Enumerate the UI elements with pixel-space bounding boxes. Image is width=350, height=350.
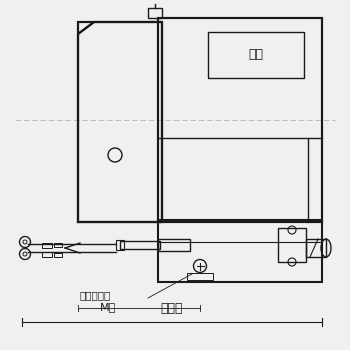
Bar — [158, 18, 322, 222]
Bar — [42, 243, 52, 248]
Bar — [187, 273, 213, 280]
Bar — [148, 8, 162, 18]
Text: M５: M５ — [100, 302, 116, 312]
Bar — [54, 243, 62, 247]
Text: 銘板: 銘板 — [248, 49, 264, 62]
Bar — [116, 240, 124, 250]
Bar — [158, 220, 322, 282]
Bar — [120, 241, 160, 249]
Bar — [78, 22, 162, 222]
Bar — [42, 252, 52, 257]
Bar — [158, 239, 190, 251]
Text: １３０: １３０ — [161, 302, 183, 315]
Bar — [306, 239, 326, 257]
Bar — [208, 32, 304, 78]
Bar — [54, 253, 62, 257]
Bar — [78, 22, 162, 222]
Bar — [278, 228, 306, 262]
Text: アースネジ: アースネジ — [80, 290, 111, 300]
Bar — [158, 18, 322, 222]
